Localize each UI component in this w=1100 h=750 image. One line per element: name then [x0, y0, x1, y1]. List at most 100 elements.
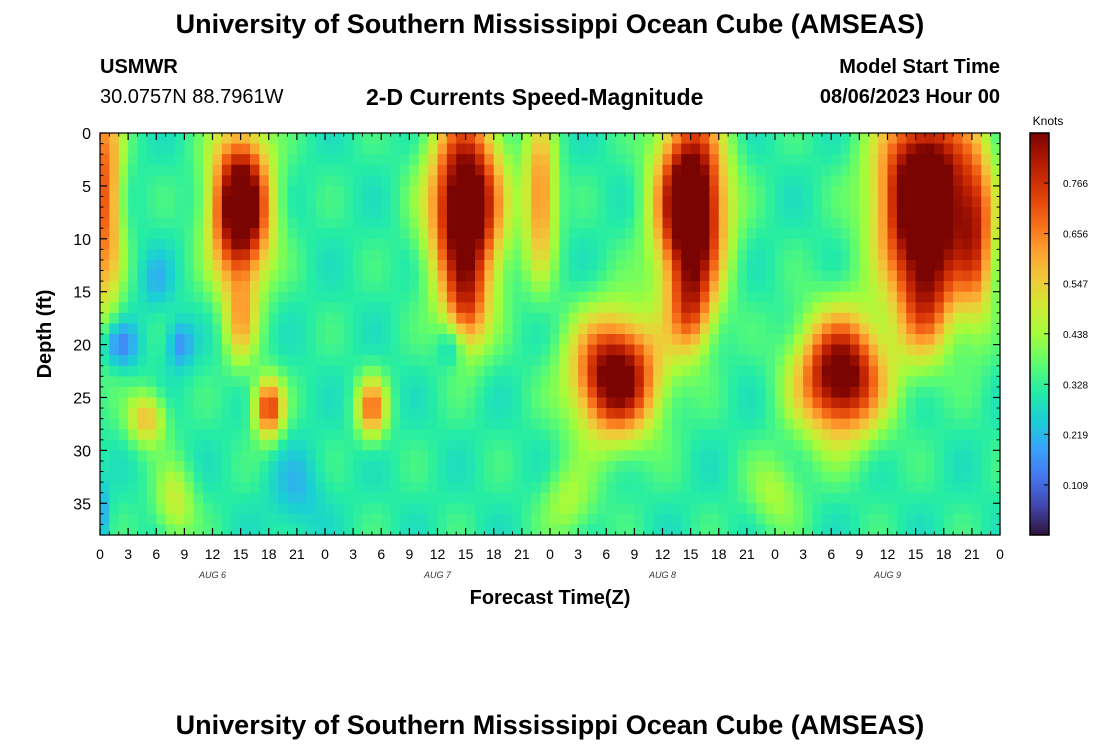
- heatmap-cell: [287, 185, 298, 198]
- heatmap-cell: [568, 143, 579, 155]
- heatmap-cell: [550, 397, 560, 409]
- heatmap-cell: [681, 312, 692, 325]
- heatmap-cell: [793, 513, 804, 526]
- heatmap-cell: [109, 228, 120, 240]
- heatmap-cell: [934, 259, 945, 272]
- heatmap-cell: [315, 291, 326, 303]
- heatmap-cell: [615, 228, 626, 240]
- heatmap-cell: [212, 185, 223, 198]
- heatmap-cell: [268, 429, 279, 441]
- heatmap-cell: [896, 492, 907, 504]
- heatmap-cell: [578, 228, 589, 240]
- heatmap-cell: [390, 259, 401, 272]
- heatmap-cell: [625, 376, 635, 388]
- heatmap-cell: [418, 492, 429, 504]
- heatmap-cell: [231, 344, 242, 356]
- heatmap-cell: [634, 418, 645, 430]
- x-tick-label: 9: [405, 546, 413, 562]
- heatmap-cell: [981, 471, 992, 483]
- heatmap-cell: [306, 418, 317, 430]
- heatmap-cell: [737, 302, 748, 314]
- heatmap-cell: [643, 133, 654, 145]
- heatmap-cell: [896, 450, 907, 462]
- heatmap-cell: [803, 164, 814, 176]
- heatmap-cell: [793, 439, 804, 451]
- heatmap-cell: [409, 207, 420, 219]
- heatmap-cell: [587, 302, 598, 314]
- heatmap-cell: [728, 185, 739, 198]
- heatmap-cell: [109, 334, 120, 346]
- heatmap-cell: [756, 376, 767, 388]
- heatmap-cell: [362, 524, 373, 536]
- heatmap-cell: [775, 185, 785, 198]
- heatmap-cell: [512, 312, 523, 325]
- heatmap-cell: [634, 291, 645, 303]
- x-tick-label: 15: [908, 546, 924, 562]
- heatmap-cell: [156, 302, 167, 314]
- heatmap-cell: [568, 207, 579, 219]
- heatmap-cell: [615, 238, 626, 250]
- heatmap-cell: [596, 460, 607, 473]
- heatmap-cell: [765, 503, 776, 515]
- heatmap-cell: [184, 365, 195, 377]
- heatmap-cell: [100, 249, 110, 261]
- heatmap-cell: [381, 175, 392, 187]
- heatmap-cell: [981, 249, 992, 261]
- heatmap-cell: [146, 524, 157, 536]
- heatmap-cell: [878, 185, 889, 198]
- heatmap-cell: [250, 439, 260, 451]
- heatmap-cell: [287, 334, 298, 346]
- heatmap-cell: [212, 133, 223, 145]
- heatmap-cell: [990, 196, 1001, 208]
- heatmap-cell: [793, 386, 804, 399]
- heatmap-cell: [868, 323, 879, 335]
- heatmap-cell: [718, 207, 729, 219]
- heatmap-cell: [850, 450, 860, 462]
- heatmap-cell: [475, 513, 485, 526]
- heatmap-cell: [878, 270, 889, 282]
- heatmap-cell: [653, 344, 664, 356]
- heatmap-cell: [803, 439, 814, 451]
- heatmap-cell: [971, 344, 982, 356]
- heatmap-cell: [643, 408, 654, 420]
- heatmap-cell: [428, 344, 439, 356]
- heatmap-cell: [521, 482, 532, 494]
- heatmap-cell: [128, 355, 139, 367]
- heatmap-cell: [503, 133, 514, 145]
- heatmap-cell: [765, 196, 776, 208]
- heatmap-cell: [493, 185, 504, 198]
- heatmap-cell: [287, 524, 298, 536]
- heatmap-cell: [615, 492, 626, 504]
- heatmap-cell: [793, 175, 804, 187]
- heatmap-cell: [981, 323, 992, 335]
- heatmap-cell: [268, 164, 279, 176]
- heatmap-cell: [409, 259, 420, 272]
- heatmap-cell: [484, 185, 495, 198]
- heatmap-cell: [568, 196, 579, 208]
- heatmap-cell: [671, 185, 682, 198]
- heatmap-cell: [156, 513, 167, 526]
- heatmap-cell: [887, 344, 898, 356]
- heatmap-cell: [690, 302, 701, 314]
- x-tick-label: 9: [855, 546, 863, 562]
- heatmap-cell: [146, 154, 157, 166]
- heatmap-cell: [175, 355, 185, 367]
- heatmap-cell: [381, 312, 392, 325]
- heatmap-cell: [456, 408, 467, 420]
- heatmap-cell: [259, 185, 270, 198]
- heatmap-cell: [756, 312, 767, 325]
- heatmap-cell: [278, 270, 289, 282]
- heatmap-cell: [784, 524, 795, 536]
- heatmap-cell: [306, 238, 317, 250]
- heatmap-cell: [559, 291, 570, 303]
- heatmap-cell: [362, 154, 373, 166]
- heatmap-cell: [371, 259, 382, 272]
- heatmap-cell: [934, 450, 945, 462]
- heatmap-cell: [925, 302, 935, 314]
- heatmap-cell: [493, 249, 504, 261]
- heatmap-cell: [221, 513, 232, 526]
- heatmap-cell: [868, 217, 879, 229]
- heatmap-cell: [643, 503, 654, 515]
- heatmap-cell: [165, 143, 176, 155]
- heatmap-cell: [278, 376, 289, 388]
